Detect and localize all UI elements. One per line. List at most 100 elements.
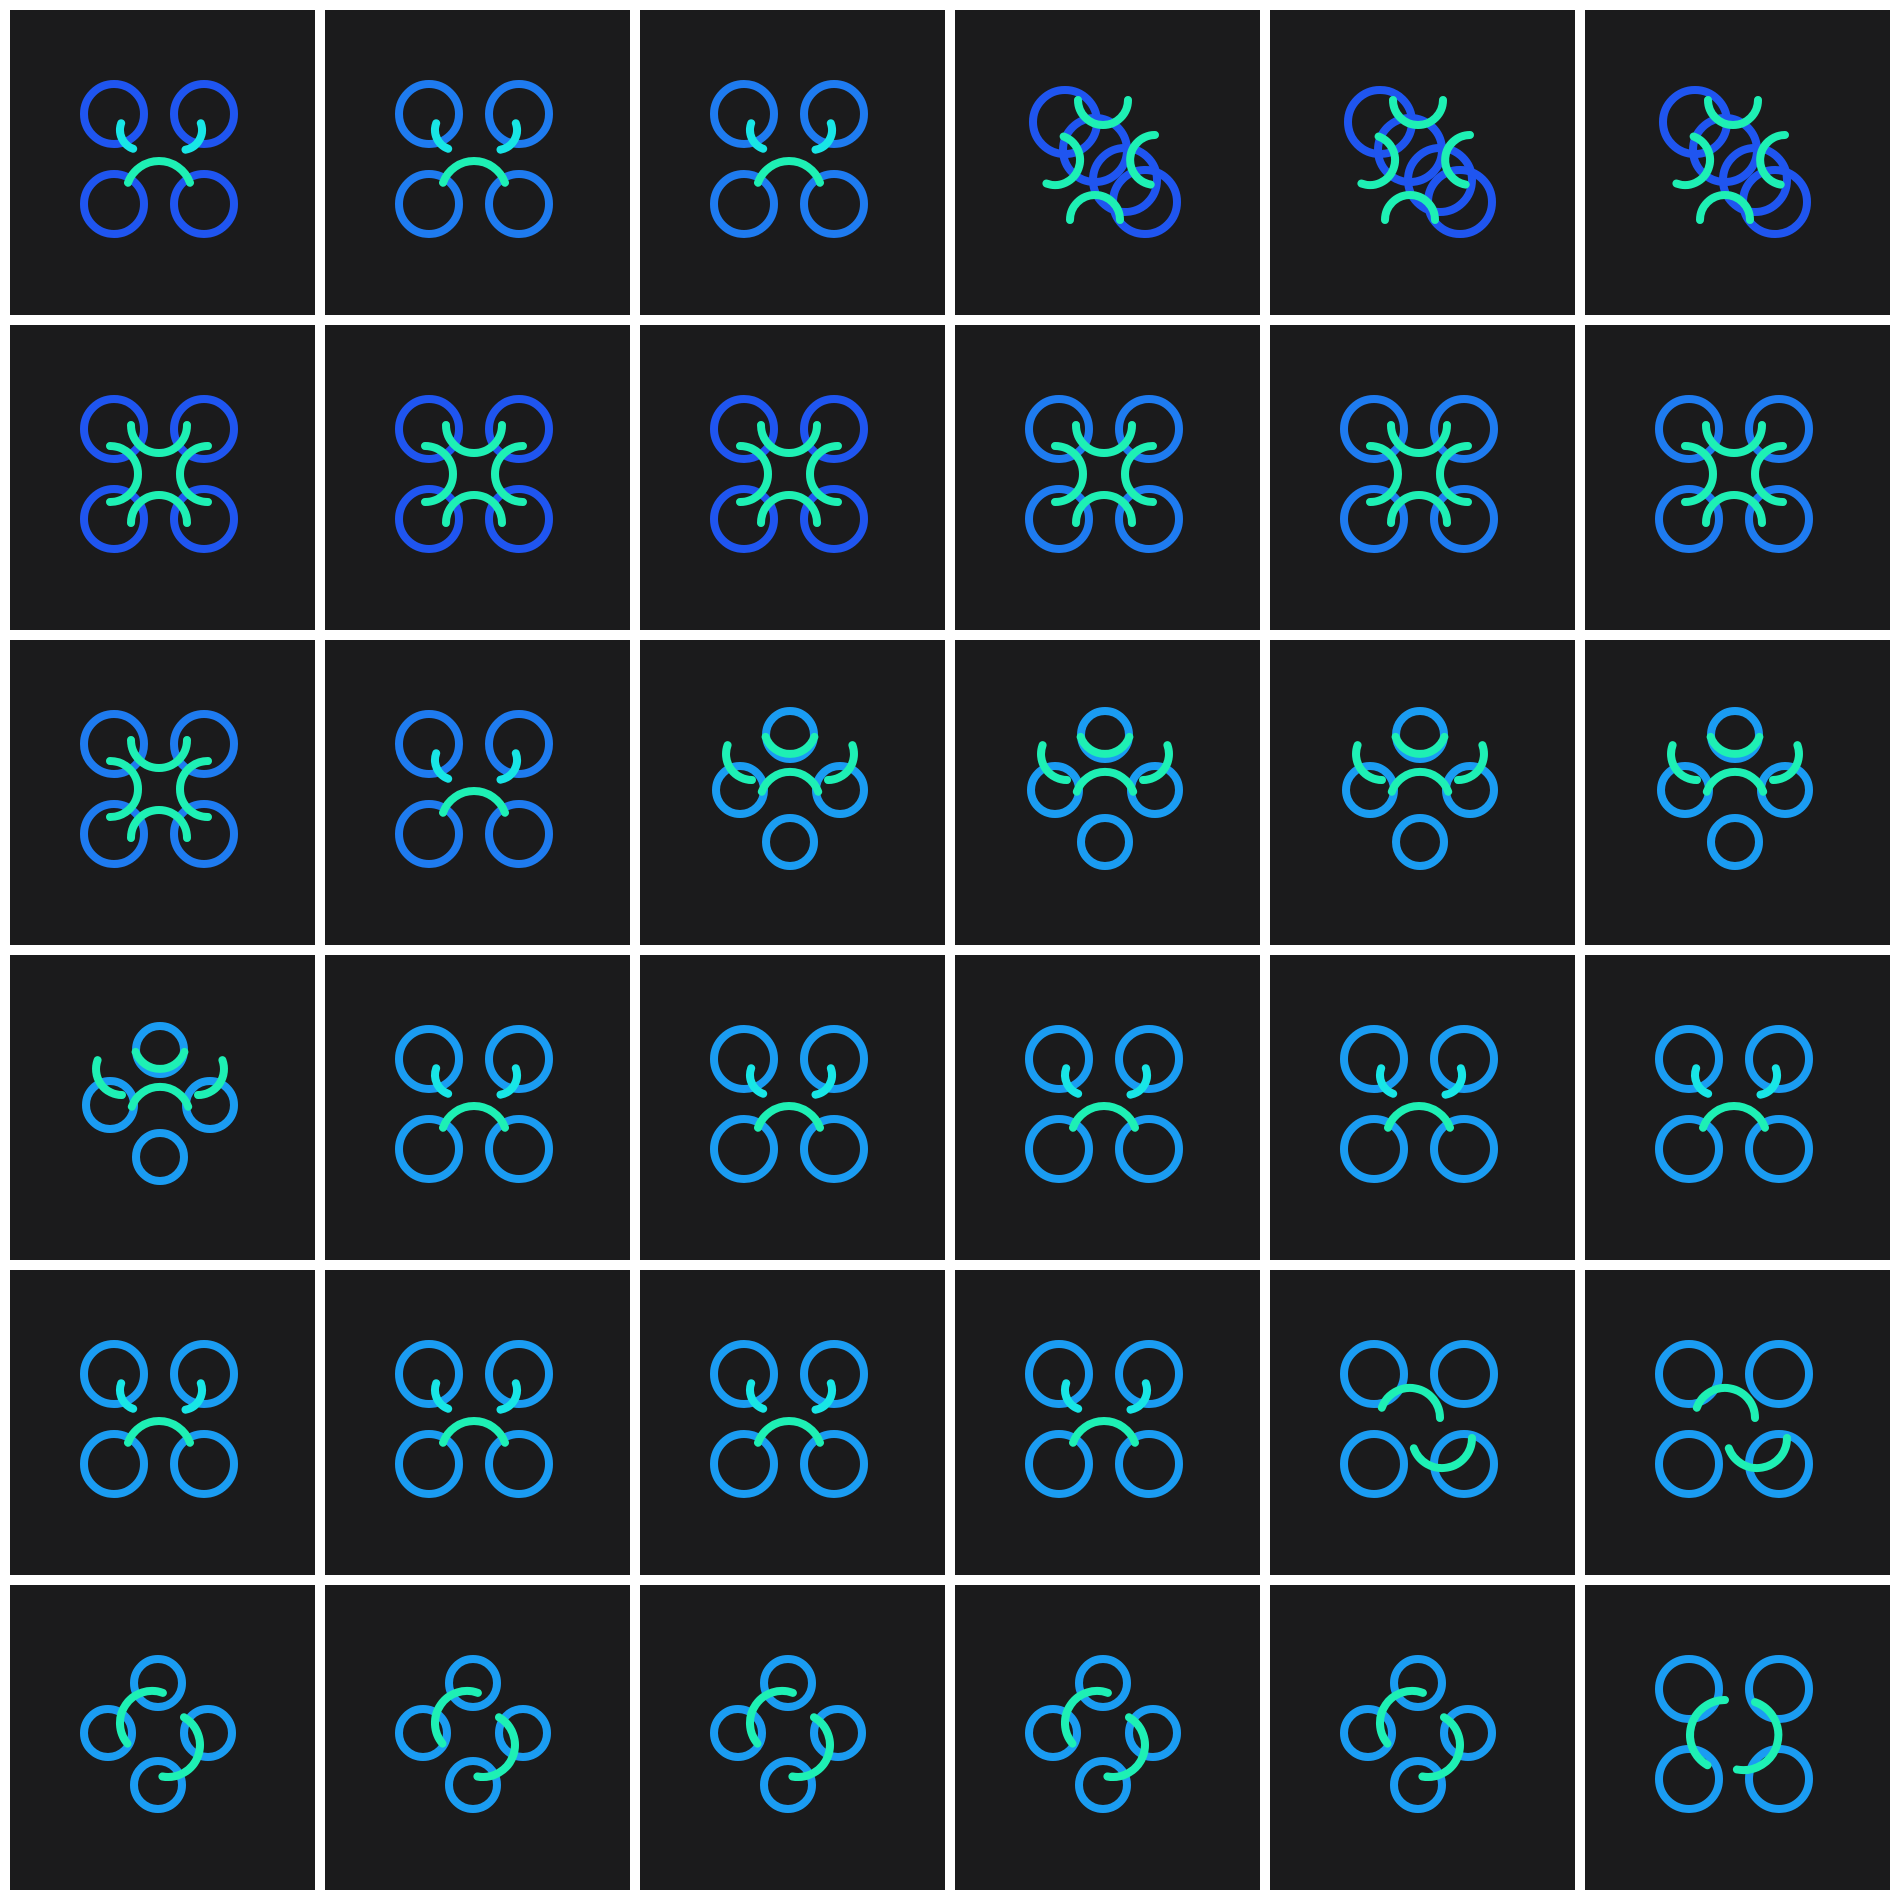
rotor-ring [1115,395,1183,463]
center-arch-arc [439,157,509,187]
drone-spiral-icon [1655,1655,1813,1813]
drone-wave-icon [1340,1340,1498,1498]
rotor-highlight-arc [1756,1064,1781,1099]
rotor-ring [170,485,238,553]
drone-outline-icon [395,1340,553,1498]
bottom-cross-arc [757,491,821,527]
rotor-ring [495,1705,551,1761]
rotor-ring [760,1757,816,1813]
rotor-ring [445,1757,501,1813]
right-cross-arc [176,757,212,821]
rotor-highlight-arc [811,1379,836,1414]
bottom-cross-arc [127,491,191,527]
animation-frame-25 [10,1270,315,1575]
animation-frame-24 [1585,955,1890,1260]
rotor-ring [170,710,238,778]
drone-cross-icon [80,395,238,553]
left-cross-arc [1681,442,1717,506]
rotor-ring [395,395,463,463]
center-arch-arc [124,157,194,187]
rotor-highlight-arc [496,1064,521,1099]
drone-outline-icon [80,1340,238,1498]
center-arch-arc [754,1102,824,1132]
rotor-ring [800,1115,868,1183]
bottom-cross-arc [442,491,506,527]
tilted-arc-left [1357,132,1399,190]
rotor-ring [80,1340,148,1408]
rotor-ring [710,80,778,148]
top-cross-arc [757,421,821,457]
spiral-arc-right [158,1713,204,1781]
center-arch-arc [439,1417,509,1447]
drone-outline-icon [1025,1025,1183,1183]
drone-five-rotor-icon [712,707,868,870]
rotor-ring [1707,814,1763,870]
drone-spiral-icon [395,1655,551,1813]
pentagon-arc-left [1037,741,1071,784]
top-cross-arc [127,736,191,772]
rotor-highlight-arc [811,119,836,154]
rotor-ring [1430,485,1498,553]
animation-frame-8 [325,325,630,630]
animation-frame-11 [1270,325,1575,630]
pentagon-arc-right [824,741,858,784]
pentagon-arc-left [92,1056,126,1099]
animation-frame-7 [10,325,315,630]
rotor-ring [1340,1430,1408,1498]
rotor-highlight-arc [1376,1064,1398,1098]
animation-frame-23 [1270,955,1575,1260]
rotor-ring [1655,1745,1723,1813]
rotor-highlight-arc [1126,1379,1151,1414]
rotor-ring [1404,144,1476,216]
rotor-ring [760,1655,816,1711]
rotor-ring [395,1115,463,1183]
center-arch-arc [439,787,509,817]
pentagon-arc-left [1352,741,1386,784]
rotor-ring [1025,1340,1093,1408]
rotor-ring [1340,1115,1408,1183]
spiral-arc-right [1418,1713,1464,1781]
drone-outline-icon [710,80,868,238]
rotor-ring [710,485,778,553]
rotor-highlight-arc [431,1379,453,1413]
rotor-ring [1390,1757,1446,1813]
tilted-arc-top [1704,96,1762,129]
drone-outline-icon [1340,1025,1498,1183]
drone-outline-icon [710,1340,868,1498]
center-arch-arc [439,1102,509,1132]
spiral-arc-left [1686,1696,1729,1770]
tilted-arc-right [1441,131,1474,189]
rotor-ring [80,170,148,238]
rotor-ring [80,1705,136,1761]
rotor-ring [1430,1115,1498,1183]
rotor-highlight-arc [431,749,453,783]
rotor-ring [1430,395,1498,463]
pentagon-arc-right [1454,741,1488,784]
rotor-ring [1430,1025,1498,1093]
rotor-ring [1125,1705,1181,1761]
drone-outline-icon [710,1025,868,1183]
rotor-ring [485,485,553,553]
drone-outline-icon [1025,1340,1183,1498]
spiral-arc-left [1375,1687,1427,1748]
rotor-highlight-arc [181,119,206,154]
rotor-ring [710,1115,778,1183]
pentagon-arc-left [722,741,756,784]
rotor-ring [395,710,463,778]
rotor-ring [1025,1115,1093,1183]
rotor-ring [395,1430,463,1498]
rotor-ring [710,1705,766,1761]
rotor-ring [170,800,238,868]
right-cross-arc [806,442,842,506]
rotor-ring [132,1129,188,1185]
rotor-ring [1745,1655,1813,1723]
drone-outline-icon [395,80,553,238]
drone-cross-icon [1340,395,1498,553]
rotor-ring [710,395,778,463]
animation-frame-5 [1270,10,1575,315]
rotor-ring [180,1705,236,1761]
drone-tilted-icon [1659,86,1811,238]
rotor-ring [1655,485,1723,553]
drone-spiral-icon [1340,1655,1496,1813]
